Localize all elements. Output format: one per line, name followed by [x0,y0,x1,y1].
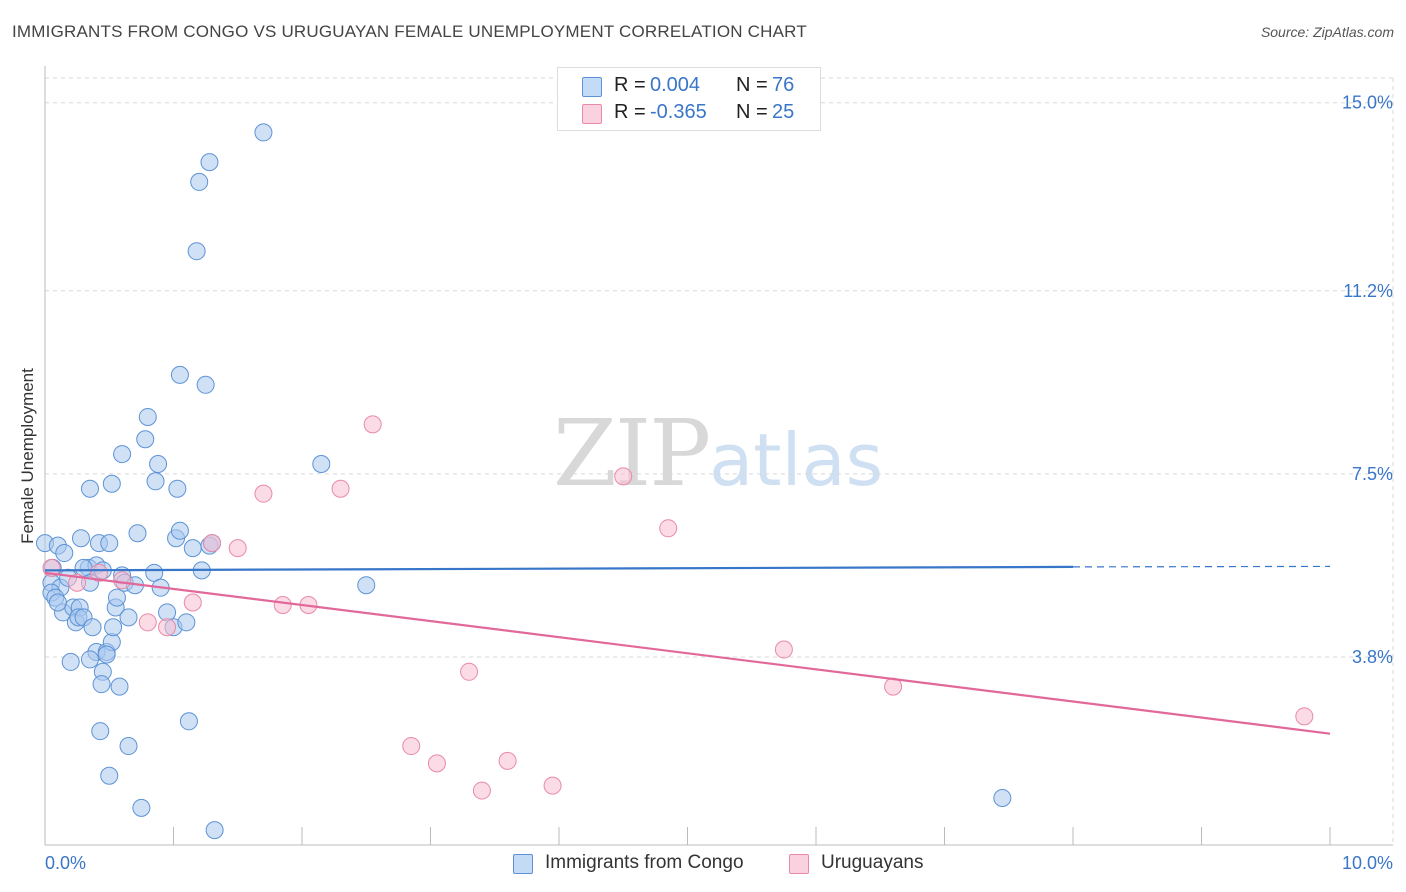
congo-point [196,375,215,394]
uruguayan-point [659,519,678,538]
congo-point [254,123,273,142]
legend-r-label: R = [614,74,646,96]
axes [44,66,1393,846]
uruguayan-point [254,484,273,503]
congo-point [102,474,121,493]
congo-point [136,430,155,449]
y-tick-label: 7.5% [1352,464,1393,484]
congo-point [113,445,132,464]
congo-point [104,618,123,637]
congo-point [119,737,138,756]
zipatlas-watermark: ZIPatlas [553,400,883,507]
congo-point [312,454,331,473]
congo-point [100,534,119,553]
congo-point [97,645,116,664]
source-credit: Source: ZipAtlas.com [1260,24,1394,40]
congo-point [107,588,126,607]
congo-point [138,407,157,426]
legend-r-label: R = [614,101,646,123]
uruguayan-point [774,640,793,659]
x-tick-label-min: 0.0% [45,853,86,873]
congo-point [55,544,74,563]
bottom-legend-label-congo: Immigrants from Congo [545,852,744,873]
y-tick-label: 3.8% [1352,647,1393,667]
y-tick-label: 11.2% [1343,281,1393,301]
uruguayan-point [203,534,222,553]
congo-point [183,539,202,558]
uruguayan-point [331,479,350,498]
legend-n-value: 25 [772,101,795,123]
chart-title: IMMIGRANTS FROM CONGO VS URUGUAYAN FEMAL… [12,22,807,41]
congo-trend-line [44,565,1074,572]
uruguayan-point [543,776,562,795]
legend-swatch-uruguayans [582,104,602,124]
congo-point [177,613,196,632]
bottom-legend-label-uruguayans: Uruguayans [821,852,924,873]
uruguayan-point [183,593,202,612]
watermark-atlas: atlas [709,418,884,502]
congo-point [149,454,168,473]
uruguayan-point [402,737,421,756]
uruguayan-point [472,781,491,800]
uruguayan-point [158,618,177,637]
congo-point [168,479,187,498]
uruguayan-point [138,613,157,632]
congo-point [119,608,138,627]
congo-point [205,821,224,840]
congo-point [190,172,209,191]
bottom-legend-swatch-uruguayans [789,854,809,874]
congo-point [170,521,189,540]
legend-swatch-congo [582,77,602,97]
congo-point [357,576,376,595]
uruguayan-point [228,539,247,558]
trend-lines [44,565,1331,735]
congo-point [179,712,198,731]
congo-point [187,242,206,261]
congo-point [83,618,102,637]
congo-point [146,472,165,491]
uruguayan-point [427,754,446,773]
congo-point [993,788,1012,807]
congo-point [128,524,147,543]
uruguayan-trend-line [44,571,1331,735]
congo-point [170,365,189,384]
congo-point [132,798,151,817]
grid-lines [45,77,1394,845]
congo-point [110,677,129,696]
uruguayan-point [363,415,382,434]
congo-point [61,652,80,671]
legend-n-label: N = [736,74,768,96]
congo-point [48,593,67,612]
uruguayan-point [273,596,292,615]
tick-labels: 3.8% 7.5% 11.2% 15.0% 0.0% 10.0% [45,93,1393,873]
congo-point [100,766,119,785]
uruguayan-point [113,571,132,590]
uruguayan-point [460,662,479,681]
correlation-legend: R = 0.004 N = 76 R = -0.365 N = 25 [557,67,821,131]
y-tick-label: 15.0% [1342,93,1393,113]
legend-n-value: 76 [772,74,795,96]
watermark-zip: ZIP [553,400,711,507]
legend-r-value: -0.365 [650,101,707,123]
congo-point [91,722,110,741]
congo-point [145,563,164,582]
uruguayan-points [42,415,1314,800]
bottom-legend-swatch-congo [513,854,533,874]
uruguayan-point [1295,707,1314,726]
congo-point [80,650,99,669]
x-tick-label-max: 10.0% [1342,853,1393,873]
uruguayan-point [498,751,517,770]
legend-r-value: 0.004 [650,74,701,96]
congo-point [92,675,111,694]
uruguayan-point [614,467,633,486]
uruguayan-point [89,563,108,582]
legend-n-label: N = [736,101,768,123]
congo-point [71,529,90,548]
congo-point [80,479,99,498]
congo-points [36,123,1012,840]
congo-point [200,153,219,172]
